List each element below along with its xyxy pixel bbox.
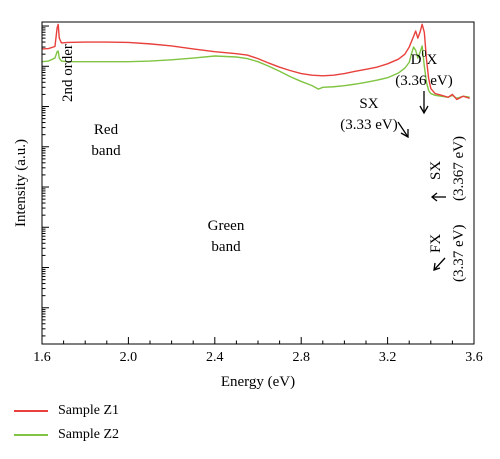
plot-frame bbox=[41, 21, 475, 345]
sx-right-arrow bbox=[430, 192, 446, 202]
sx-left-arrow bbox=[397, 121, 409, 139]
x-tick-label: 2.4 bbox=[206, 350, 224, 365]
sx-left-label: SX bbox=[359, 96, 378, 112]
d0x-energy-label: (3.36 eV) bbox=[395, 73, 452, 89]
series-line-sample-z1 bbox=[41, 23, 470, 101]
x-tick-label: 3.6 bbox=[465, 350, 483, 365]
legend-item-z1: Sample Z1 bbox=[14, 399, 119, 423]
sx-right-energy-label: (3.367 eV) bbox=[451, 136, 467, 201]
second-order-label: 2nd order bbox=[60, 44, 76, 102]
x-tick-label: 3.2 bbox=[379, 350, 397, 365]
legend: Sample Z1 Sample Z2 bbox=[14, 399, 119, 447]
legend-item-z2: Sample Z2 bbox=[14, 423, 119, 447]
red-band-label-line1: Red bbox=[94, 122, 119, 138]
x-tick-label: 2.8 bbox=[292, 350, 310, 365]
sx-left-energy-label: (3.33 eV) bbox=[340, 117, 397, 133]
fx-energy-label: (3.37 eV) bbox=[451, 225, 467, 282]
x-axis-title: Energy (eV) bbox=[221, 374, 295, 390]
green-band-label-line2: band bbox=[211, 239, 241, 255]
x-tick-label: 2.0 bbox=[120, 350, 138, 365]
d0x-arrow bbox=[419, 91, 429, 115]
series-layer bbox=[41, 23, 470, 101]
legend-swatch-z1 bbox=[14, 410, 48, 412]
x-axis-tick-labels: 1.6 2.0 2.4 2.8 3.2 3.6 bbox=[33, 350, 483, 365]
spectrum-chart: 1.6 2.0 2.4 2.8 3.2 3.6 Energy (eV) Intensity… bbox=[13, 21, 483, 390]
fx-arrow bbox=[433, 257, 446, 271]
green-band-label-line1: Green bbox=[208, 218, 245, 234]
series-line-sample-z2 bbox=[41, 45, 470, 100]
legend-label-z2: Sample Z2 bbox=[58, 427, 120, 442]
fx-label: FX bbox=[428, 234, 444, 253]
sx-right-label: SX bbox=[428, 161, 444, 180]
red-band-label-line2: band bbox=[91, 143, 121, 159]
y-axis-ticks bbox=[42, 25, 49, 337]
y-axis-title: Intensity (a.u.) bbox=[13, 139, 29, 227]
legend-label-z1: Sample Z1 bbox=[58, 403, 120, 418]
legend-swatch-z2 bbox=[14, 434, 48, 436]
d0x-label: D0X bbox=[411, 49, 438, 68]
x-axis-ticks bbox=[41, 337, 475, 344]
x-tick-label: 1.6 bbox=[33, 350, 51, 365]
